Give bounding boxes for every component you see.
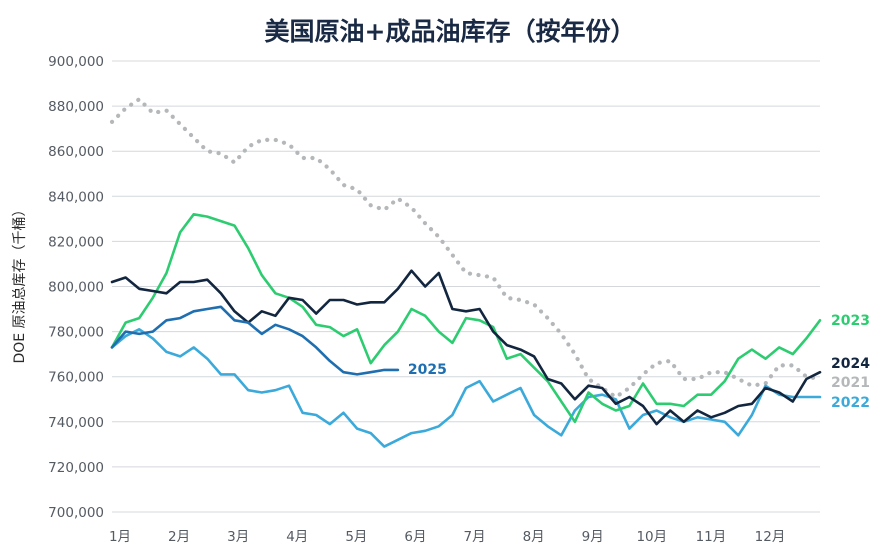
x-tick-label: 8月 <box>523 529 545 545</box>
series-line-2022 <box>110 327 822 448</box>
chart-title: 美国原油+成品油库存（按年份） <box>265 17 636 46</box>
series-line-2023 <box>110 213 822 424</box>
series-label-2023: 2023 <box>831 313 870 329</box>
series-layer <box>109 97 823 448</box>
series-labels: 2023 2024 2021 2022 2025 <box>408 313 870 411</box>
y-tick-label: 880,000 <box>48 99 104 115</box>
y-tick-label: 760,000 <box>48 370 104 386</box>
grid-lines <box>112 60 820 513</box>
x-tick-label: 9月 <box>582 529 604 545</box>
x-tick-label: 12月 <box>755 529 786 545</box>
y-tick-label: 780,000 <box>48 325 104 341</box>
x-tick-label: 7月 <box>463 529 485 545</box>
x-axis-ticks: 1月 2月 3月 4月 5月 6月 7月 8月 9月 10月 11月 12月 <box>109 529 785 545</box>
series-line-2025 <box>110 305 400 376</box>
y-tick-label: 800,000 <box>48 280 104 296</box>
y-tick-label: 840,000 <box>48 189 104 205</box>
y-tick-label: 900,000 <box>48 54 104 70</box>
y-tick-label: 720,000 <box>48 460 104 476</box>
series-line-2024 <box>110 269 822 426</box>
y-tick-label: 700,000 <box>48 505 104 521</box>
y-axis-ticks: 700,000 720,000 740,000 760,000 780,000 800,0… <box>48 54 104 521</box>
x-tick-label: 1月 <box>109 529 131 545</box>
series-line-2021 <box>109 97 823 400</box>
x-tick-label: 4月 <box>286 529 308 545</box>
y-tick-label: 860,000 <box>48 144 104 160</box>
x-tick-label: 2月 <box>168 529 190 545</box>
x-tick-label: 5月 <box>345 529 367 545</box>
y-axis-label: DOE 原油总库存（千桶） <box>12 202 28 363</box>
x-tick-label: 11月 <box>696 529 727 545</box>
x-tick-label: 10月 <box>636 529 667 545</box>
x-tick-label: 6月 <box>404 529 426 545</box>
series-label-2022: 2022 <box>831 395 870 411</box>
y-tick-label: 740,000 <box>48 415 104 431</box>
series-label-2024: 2024 <box>831 356 870 372</box>
x-tick-label: 3月 <box>227 529 249 545</box>
series-label-2025: 2025 <box>408 362 447 378</box>
y-tick-label: 820,000 <box>48 234 104 250</box>
series-label-2021: 2021 <box>831 375 870 391</box>
